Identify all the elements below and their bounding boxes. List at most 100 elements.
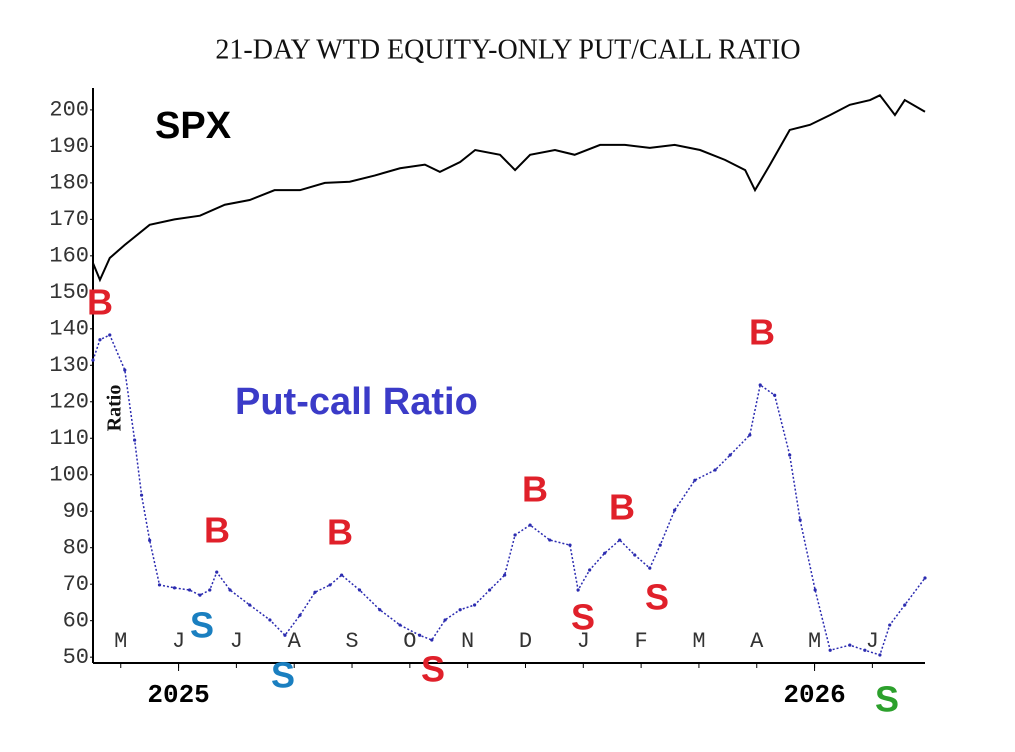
point [848,643,852,647]
year-label: 2025 [147,680,209,710]
point [228,588,232,592]
point [828,648,832,652]
x-tick-label: A [750,629,764,654]
point [788,453,792,457]
point [133,438,137,442]
point [148,538,152,543]
point [878,653,882,657]
y-tick-label: 70 [63,572,89,597]
point [503,573,507,577]
point [513,533,517,537]
y-axis-label: Ratio [104,385,126,432]
point [923,576,927,580]
point [328,583,332,587]
point [357,588,362,592]
point [430,638,434,642]
series-label: SPX [155,105,232,147]
x-tick-label: M [692,629,705,654]
signal-label: S [190,605,214,646]
x-tick-label: J [866,629,879,654]
point [157,583,162,587]
point [758,383,762,387]
point [903,603,907,607]
point [576,588,580,592]
chart-title: 21-DAY WTD EQUITY-ONLY PUT/CALL RATIO [215,34,800,65]
point [248,603,252,607]
y-tick-label: 160 [49,244,89,269]
y-tick-label: 150 [49,280,89,305]
point [313,590,317,594]
signal-label: B [327,512,353,553]
point [208,588,212,592]
point [673,508,677,512]
point [748,433,752,437]
point [728,453,732,457]
point [172,586,177,590]
y-tick-label: 80 [63,536,89,561]
y-tick-label: 200 [49,98,89,123]
point [548,538,552,542]
point [813,588,817,592]
point [472,603,477,607]
x-tick-label: S [345,629,358,654]
point [108,333,112,337]
y-tick-label: 50 [63,645,89,670]
signal-label: B [609,487,635,528]
point [283,633,287,637]
point [398,623,402,627]
signal-label: S [421,649,445,690]
point [603,551,607,555]
point [863,648,867,652]
point [648,566,652,570]
point [658,543,662,547]
point [215,570,219,574]
point [298,613,302,617]
point [568,543,572,547]
point [693,478,697,482]
point [91,358,95,362]
point [378,608,382,612]
y-tick-label: 90 [63,499,89,524]
point [633,553,637,557]
series-line [92,94,926,283]
point [98,338,102,342]
point [340,573,344,577]
y-tick-label: 130 [49,353,89,378]
y-tick-label: 110 [49,426,89,451]
point [418,633,422,637]
y-tick-label: 180 [49,171,89,196]
x-tick-label: J [577,629,590,654]
y-tick-label: 170 [49,207,89,232]
point [713,468,717,472]
y-tick-label: 100 [49,463,89,488]
x-tick-label: N [461,629,474,654]
x-tick-label: F [635,629,648,654]
year-label: 2026 [783,680,845,710]
signal-label: B [522,469,548,510]
x-tick-label: M [808,629,821,654]
point [198,593,202,597]
point [488,588,492,592]
point [458,608,462,612]
x-tick-label: A [288,629,302,654]
y-tick-label: 190 [49,134,89,159]
series-label: Put-call Ratio [235,381,478,423]
point [443,618,447,622]
point [588,568,592,572]
signal-label: S [571,597,595,638]
x-tick-label: J [172,629,185,654]
x-tick-label: J [230,629,243,654]
point [888,623,892,627]
point [773,393,777,397]
signal-label: B [87,282,113,323]
point [618,538,622,542]
point [268,618,272,622]
signal-label: B [204,510,230,551]
x-tick-label: M [114,629,127,654]
series-line [92,333,926,656]
signal-label: S [875,679,899,720]
point [123,368,127,372]
y-tick-label: 120 [49,390,89,415]
x-tick-label: D [519,629,532,654]
